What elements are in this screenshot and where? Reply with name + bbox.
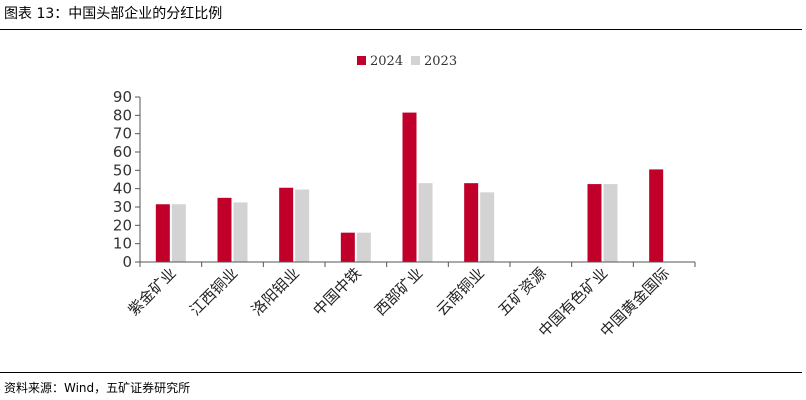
legend-swatch-2023 bbox=[411, 56, 420, 65]
bar-2024-7 bbox=[587, 184, 602, 262]
category-label: 紫金矿业 bbox=[124, 264, 179, 319]
figure-title: 图表 13：中国头部企业的分红比例 bbox=[4, 6, 223, 22]
y-tick-label: 80 bbox=[113, 106, 132, 124]
y-tick-label: 30 bbox=[113, 198, 132, 216]
bar-2023-1 bbox=[233, 202, 248, 262]
y-tick-label: 70 bbox=[113, 125, 132, 143]
title-divider bbox=[0, 29, 802, 30]
bar-2023-0 bbox=[171, 204, 186, 262]
bar-2023-4 bbox=[418, 183, 433, 262]
bar-2024-8 bbox=[649, 169, 664, 262]
y-tick-label: 60 bbox=[113, 143, 132, 161]
category-label: 西部矿业 bbox=[371, 264, 426, 319]
bar-2023-7 bbox=[603, 184, 618, 262]
y-tick-label: 10 bbox=[113, 235, 132, 253]
bar-2024-3 bbox=[340, 232, 355, 262]
y-tick-label: 50 bbox=[113, 161, 132, 179]
category-label: 洛阳钼业 bbox=[248, 264, 303, 319]
legend-label-2023: 2023 bbox=[424, 54, 457, 69]
bar-2024-1 bbox=[217, 197, 232, 262]
category-label: 中国中铁 bbox=[309, 264, 364, 319]
y-tick-label: 20 bbox=[113, 216, 132, 234]
category-label: 云南铜业 bbox=[433, 264, 488, 319]
y-tick-label: 40 bbox=[113, 180, 132, 198]
category-label: 江西铜业 bbox=[186, 264, 241, 319]
source-note: 资料来源：Wind，五矿证券研究所 bbox=[4, 381, 191, 395]
bar-2024-5 bbox=[464, 183, 479, 262]
bar-2024-0 bbox=[155, 204, 170, 262]
bar-2023-5 bbox=[480, 192, 495, 262]
legend: 2024 2023 bbox=[357, 54, 457, 69]
category-label: 五矿资源 bbox=[494, 264, 549, 319]
y-tick-label: 0 bbox=[122, 253, 132, 271]
legend-label-2024: 2024 bbox=[370, 54, 403, 69]
legend-swatch-2024 bbox=[357, 56, 366, 65]
y-tick-label: 90 bbox=[113, 88, 132, 106]
bar-2023-2 bbox=[295, 189, 310, 262]
footer-divider bbox=[0, 372, 802, 373]
bar-2024-4 bbox=[402, 112, 417, 262]
bars bbox=[155, 112, 664, 262]
bar-2023-3 bbox=[356, 232, 371, 262]
bar-2024-2 bbox=[279, 187, 294, 262]
